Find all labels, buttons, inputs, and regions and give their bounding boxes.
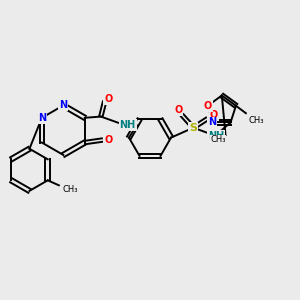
Text: O: O (210, 110, 218, 120)
Text: NH: NH (208, 130, 224, 141)
Text: O: O (104, 94, 112, 104)
Text: O: O (174, 105, 183, 115)
Text: O: O (204, 101, 212, 111)
Text: N: N (208, 117, 216, 128)
Text: CH₃: CH₃ (63, 184, 78, 194)
Text: CH₃: CH₃ (210, 135, 226, 144)
Text: NH: NH (119, 120, 136, 130)
Text: CH₃: CH₃ (248, 116, 264, 125)
Text: N: N (38, 113, 46, 123)
Text: N: N (59, 100, 68, 110)
Text: O: O (104, 135, 112, 145)
Text: S: S (189, 123, 197, 133)
